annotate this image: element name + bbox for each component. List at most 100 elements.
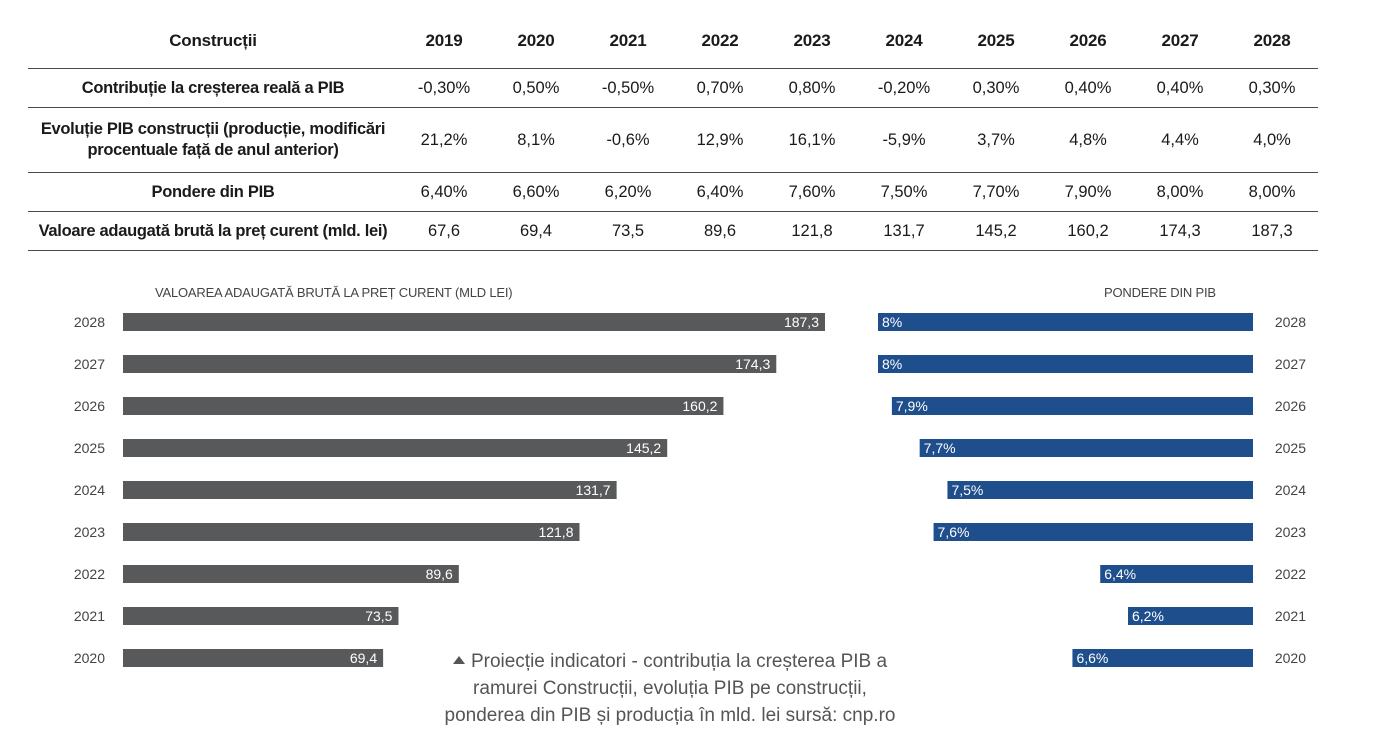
gva-bar xyxy=(123,523,580,541)
share-bar xyxy=(891,397,1253,415)
gva-year-label: 2026 xyxy=(74,398,105,414)
row-label: Valoare adaugată brută la preț curent (m… xyxy=(28,211,398,251)
gva-year-label: 2020 xyxy=(74,650,105,666)
share-year-label: 2026 xyxy=(1275,398,1306,414)
table-cell: 7,70% xyxy=(950,172,1042,212)
table-cell: 12,9% xyxy=(674,107,766,173)
table-cell: 0,50% xyxy=(490,68,582,108)
share-year-label: 2024 xyxy=(1275,482,1306,498)
gva-bar-label: 69,4 xyxy=(350,650,377,666)
gva-bar-label: 121,8 xyxy=(538,524,573,540)
gva-bar xyxy=(123,439,668,457)
table-cell: 6,40% xyxy=(398,172,490,212)
table-cell: 69,4 xyxy=(490,211,582,251)
share-year-label: 2028 xyxy=(1275,314,1306,330)
table-cell: 4,0% xyxy=(1226,107,1318,173)
table-header-year: 2019 xyxy=(425,31,463,50)
gva-bar-label: 160,2 xyxy=(682,398,717,414)
table-cell: 3,7% xyxy=(950,107,1042,173)
table-cell: 121,8 xyxy=(766,211,858,251)
share-year-label: 2023 xyxy=(1275,524,1306,540)
table-cell: 0,40% xyxy=(1134,68,1226,108)
row-label: Evoluție PIB construcții (producție, mod… xyxy=(28,107,398,173)
row-label: Contribuție la creșterea reală a PIB xyxy=(28,68,398,108)
gva-bar-label: 174,3 xyxy=(735,356,770,372)
table-cell: -5,9% xyxy=(858,107,950,173)
table-cell: 160,2 xyxy=(1042,211,1134,251)
share-bar-label: 6,6% xyxy=(1076,650,1108,666)
table-header-year: 2022 xyxy=(701,31,739,50)
row-label: Pondere din PIB xyxy=(28,172,398,212)
gva-year-label: 2022 xyxy=(74,566,105,582)
gva-bar-label: 145,2 xyxy=(626,440,661,456)
table-cell: -0,30% xyxy=(398,68,490,108)
share-bar xyxy=(878,355,1253,373)
table-header-year: 2021 xyxy=(609,31,647,50)
table-cell: 8,00% xyxy=(1226,172,1318,212)
table-cell: -0,50% xyxy=(582,68,674,108)
table-cell: 0,80% xyxy=(766,68,858,108)
share-bar-label: 7,5% xyxy=(951,482,983,498)
share-bar-label: 6,2% xyxy=(1132,608,1164,624)
table-cell: 7,60% xyxy=(766,172,858,212)
gva-bar-label: 187,3 xyxy=(784,314,819,330)
table-cell: 0,70% xyxy=(674,68,766,108)
gva-bar xyxy=(123,355,777,373)
figure-caption: Proiecție indicatori - contribuția la cr… xyxy=(440,648,900,729)
table-cell: 4,8% xyxy=(1042,107,1134,173)
table-cell: 73,5 xyxy=(582,211,674,251)
indicators-table: Construcții 2019 2020 2021 2022 2023 202… xyxy=(28,14,1318,251)
gva-bar xyxy=(123,313,825,331)
gva-year-label: 2027 xyxy=(74,356,105,372)
table-row: Valoare adaugată brută la preț curent (m… xyxy=(28,211,1318,251)
table-cell: 145,2 xyxy=(950,211,1042,251)
share-year-label: 2025 xyxy=(1275,440,1306,456)
table-cell: 67,6 xyxy=(398,211,490,251)
share-year-label: 2027 xyxy=(1275,356,1306,372)
share-bar-label: 8% xyxy=(882,356,902,372)
share-bar-label: 7,7% xyxy=(924,440,956,456)
table-cell: 7,90% xyxy=(1042,172,1134,212)
table-header-year: 2026 xyxy=(1069,31,1107,50)
table-cell: 89,6 xyxy=(674,211,766,251)
share-year-label: 2022 xyxy=(1275,566,1306,582)
gva-bar-label: 73,5 xyxy=(365,608,392,624)
chart-title-share: PONDERE DIN PIB xyxy=(1104,285,1216,300)
gva-bar-label: 131,7 xyxy=(576,482,611,498)
share-bar-label: 7,9% xyxy=(896,398,928,414)
table-cell: 0,30% xyxy=(1226,68,1318,108)
table-header-year: 2024 xyxy=(885,31,923,50)
table-cell: 4,4% xyxy=(1134,107,1226,173)
share-bar xyxy=(1100,565,1253,583)
table-cell: 6,40% xyxy=(674,172,766,212)
share-bar xyxy=(1072,649,1253,667)
table-cell: 8,1% xyxy=(490,107,582,173)
table-header-year: 2020 xyxy=(517,31,555,50)
share-year-label: 2021 xyxy=(1275,608,1306,624)
share-year-label: 2020 xyxy=(1275,650,1306,666)
chart-title-gva: VALOAREA ADAUGATĂ BRUTĂ LA PREȚ CURENT (… xyxy=(155,285,513,300)
table-cell: 0,30% xyxy=(950,68,1042,108)
share-bar xyxy=(933,523,1253,541)
share-bar-label: 8% xyxy=(882,314,902,330)
gva-bar-label: 89,6 xyxy=(426,566,453,582)
table-row: Evoluție PIB construcții (producție, mod… xyxy=(28,107,1318,173)
share-bar-label: 7,6% xyxy=(938,524,970,540)
share-bar xyxy=(878,313,1253,331)
table-header-year: 2023 xyxy=(793,31,831,50)
table-cell: 16,1% xyxy=(766,107,858,173)
table-cell: 174,3 xyxy=(1134,211,1226,251)
caption-text: Proiecție indicatori - contribuția la cr… xyxy=(444,651,896,726)
table-row: Contribuție la creșterea reală a PIB -0,… xyxy=(28,68,1318,108)
gva-bar xyxy=(123,565,459,583)
table-header-year: 2028 xyxy=(1253,31,1291,50)
gva-year-label: 2024 xyxy=(74,482,105,498)
gva-bar xyxy=(123,397,724,415)
share-bar xyxy=(947,481,1253,499)
table-header-year: 2027 xyxy=(1161,31,1199,50)
table-cell: 6,20% xyxy=(582,172,674,212)
gva-bar xyxy=(123,481,617,499)
table-header-year: 2025 xyxy=(977,31,1015,50)
table-row: Pondere din PIB 6,40% 6,60% 6,20% 6,40% … xyxy=(28,172,1318,212)
